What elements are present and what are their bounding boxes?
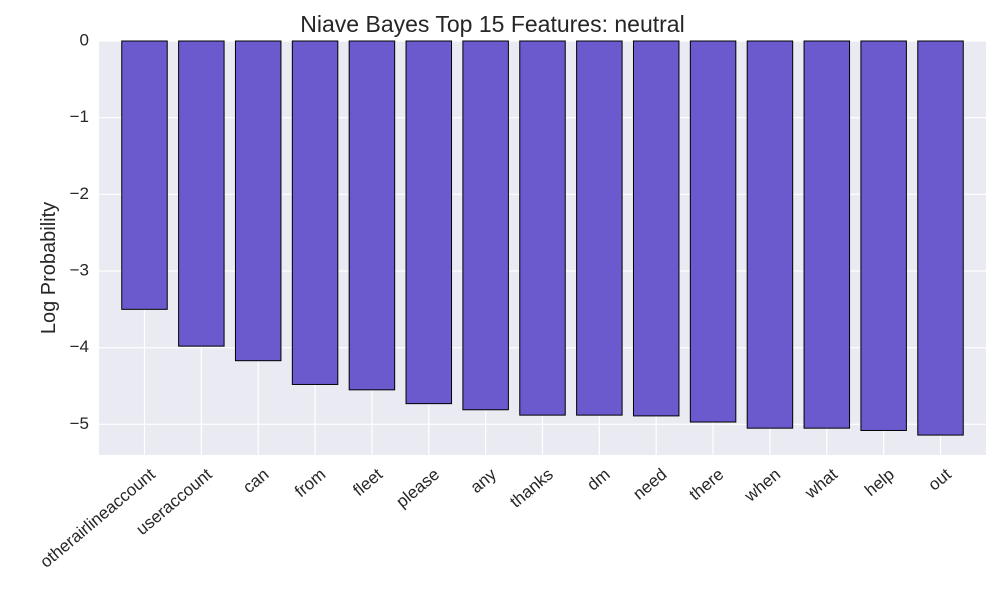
x-tick-label: when: [740, 465, 784, 506]
y-axis-ticks: 0 −1 −2 −3 −4 −5: [70, 30, 89, 432]
bar-otherairlineaccount: [121, 40, 168, 310]
bar-need: [632, 40, 680, 417]
x-tick-label: dm: [583, 465, 613, 495]
x-tick-label: there: [685, 465, 727, 504]
y-tick-label: 0: [80, 30, 89, 49]
y-tick-label: −2: [70, 184, 89, 203]
x-tick-label: can: [239, 465, 272, 497]
x-tick-label: need: [629, 465, 670, 504]
y-tick-label: −3: [70, 260, 89, 279]
y-axis-label: Log Probability: [38, 202, 60, 334]
y-tick-label: −1: [70, 107, 89, 126]
bar-please: [405, 40, 453, 405]
y-tick-label: −4: [70, 337, 89, 356]
y-tick-label: −5: [70, 414, 89, 433]
x-tick-label: what: [801, 465, 842, 503]
x-tick-label: thanks: [506, 465, 557, 512]
bar-can: [234, 40, 282, 362]
bar-fleet: [348, 40, 396, 391]
x-tick-label: any: [467, 464, 501, 496]
x-tick-label: from: [291, 465, 329, 501]
bar-what: [803, 40, 851, 429]
bar-out: [917, 40, 964, 436]
x-tick-label: fleet: [349, 465, 386, 500]
bar-dm: [576, 40, 623, 416]
x-tick-label: please: [392, 465, 443, 512]
bar-from: [291, 40, 339, 385]
bar-thanks: [519, 40, 566, 416]
bar-there: [689, 40, 737, 423]
x-tick-label: help: [861, 465, 898, 500]
bar-any: [462, 40, 509, 411]
bar-useraccount: [178, 40, 225, 347]
x-tick-label: out: [924, 465, 955, 495]
bar-help: [860, 40, 907, 431]
chart-title: Niave Bayes Top 15 Features: neutral: [300, 11, 684, 37]
bars: [121, 40, 964, 436]
bar-when: [746, 40, 794, 429]
